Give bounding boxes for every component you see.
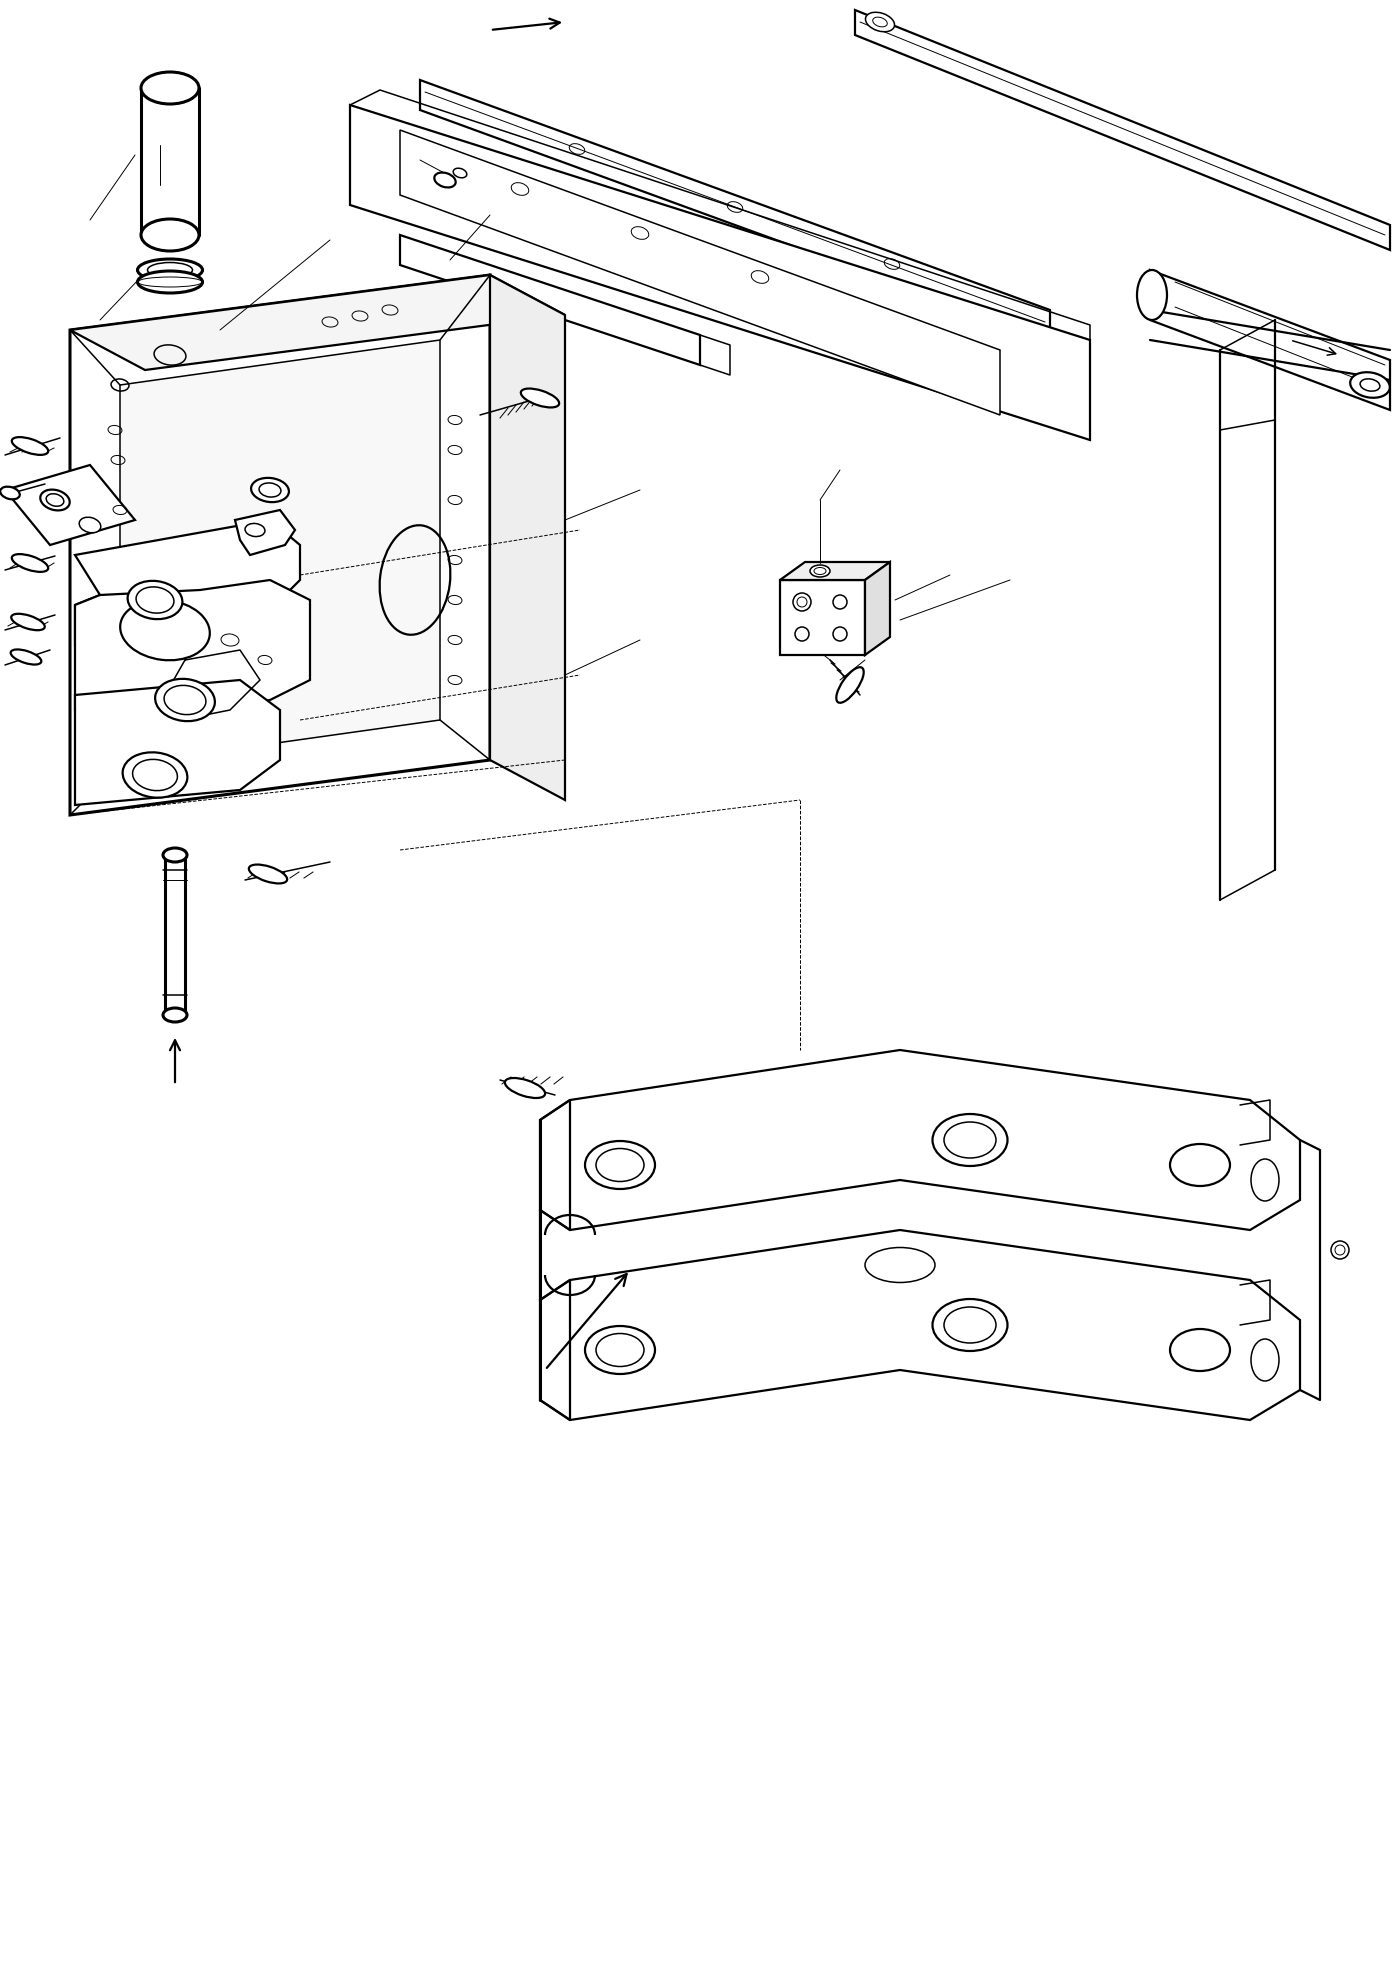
Polygon shape: [855, 10, 1390, 249]
Ellipse shape: [1250, 1339, 1280, 1381]
Polygon shape: [70, 275, 490, 816]
Ellipse shape: [0, 486, 20, 500]
Ellipse shape: [837, 667, 863, 702]
Polygon shape: [400, 235, 700, 365]
Ellipse shape: [434, 173, 455, 188]
Polygon shape: [120, 339, 440, 765]
Ellipse shape: [141, 73, 198, 104]
Ellipse shape: [585, 1326, 655, 1375]
Ellipse shape: [1137, 271, 1166, 320]
Ellipse shape: [1171, 1330, 1229, 1371]
Ellipse shape: [1361, 378, 1380, 390]
Polygon shape: [420, 80, 1051, 339]
Polygon shape: [541, 1049, 1301, 1230]
Ellipse shape: [866, 12, 894, 31]
Ellipse shape: [80, 518, 101, 533]
Ellipse shape: [1171, 1143, 1229, 1186]
Ellipse shape: [1331, 1241, 1350, 1259]
Polygon shape: [400, 129, 1000, 416]
Polygon shape: [235, 510, 295, 555]
Ellipse shape: [148, 263, 193, 278]
Ellipse shape: [521, 388, 559, 408]
Ellipse shape: [137, 271, 203, 292]
Ellipse shape: [123, 753, 187, 798]
Ellipse shape: [810, 565, 830, 577]
Polygon shape: [70, 275, 564, 371]
Polygon shape: [75, 580, 310, 720]
Ellipse shape: [141, 220, 198, 251]
Ellipse shape: [249, 865, 288, 884]
Ellipse shape: [453, 169, 467, 178]
Ellipse shape: [585, 1141, 655, 1188]
Ellipse shape: [1350, 373, 1390, 398]
Polygon shape: [351, 106, 1090, 439]
Ellipse shape: [127, 580, 183, 620]
Ellipse shape: [11, 614, 45, 629]
Ellipse shape: [11, 437, 49, 455]
Polygon shape: [490, 275, 564, 800]
Polygon shape: [75, 680, 279, 806]
Polygon shape: [75, 520, 300, 645]
Ellipse shape: [11, 649, 42, 665]
Polygon shape: [780, 580, 865, 655]
Polygon shape: [865, 563, 890, 655]
Ellipse shape: [137, 259, 203, 280]
Ellipse shape: [163, 847, 187, 863]
Ellipse shape: [155, 679, 215, 722]
Ellipse shape: [1250, 1159, 1280, 1200]
Ellipse shape: [251, 478, 289, 502]
Ellipse shape: [163, 1008, 187, 1022]
Ellipse shape: [11, 555, 49, 573]
Ellipse shape: [41, 490, 70, 510]
Polygon shape: [780, 563, 890, 580]
Ellipse shape: [933, 1298, 1007, 1351]
Polygon shape: [1150, 271, 1390, 410]
Ellipse shape: [933, 1114, 1007, 1167]
Ellipse shape: [504, 1079, 545, 1098]
Polygon shape: [6, 465, 136, 545]
Polygon shape: [541, 1230, 1301, 1420]
